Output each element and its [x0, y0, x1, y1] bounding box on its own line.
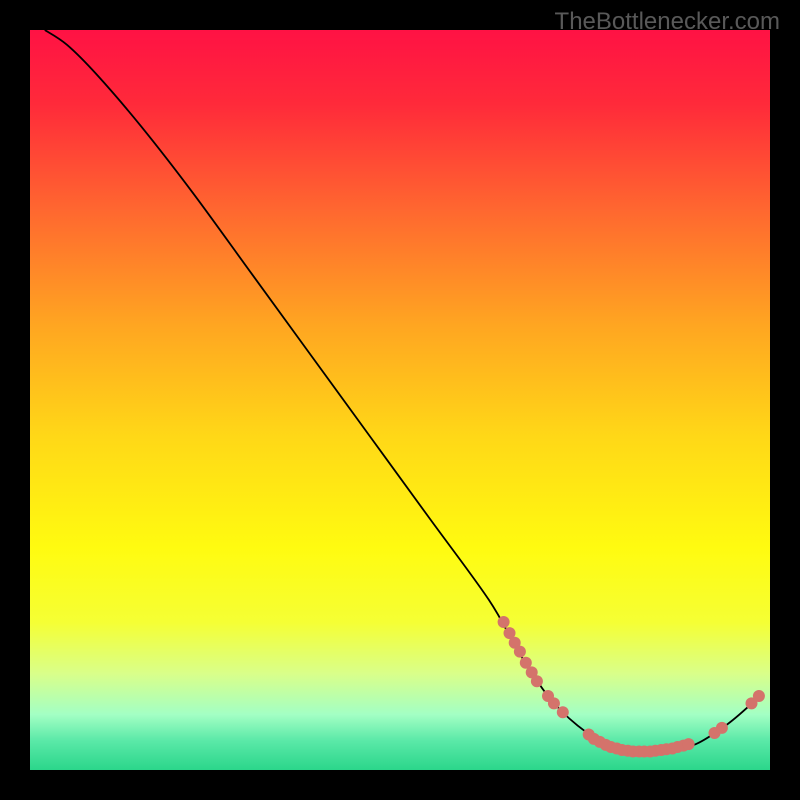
data-marker [514, 646, 526, 658]
plot-area [30, 30, 770, 770]
data-marker [531, 675, 543, 687]
data-markers [498, 616, 765, 758]
data-marker [753, 690, 765, 702]
watermark-text: TheBottlenecker.com [555, 8, 780, 36]
bottleneck-curve [45, 30, 763, 752]
data-marker [498, 616, 510, 628]
chart-overlay [30, 30, 770, 770]
data-marker [557, 706, 569, 718]
data-marker [683, 738, 695, 750]
data-marker [716, 722, 728, 734]
data-marker [548, 697, 560, 709]
